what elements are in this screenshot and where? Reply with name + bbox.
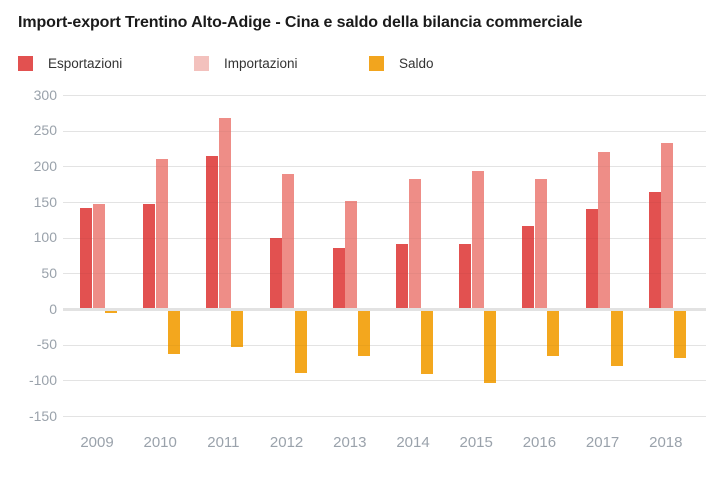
bar-saldo	[294, 309, 307, 374]
zero-axis-line	[63, 308, 706, 311]
bar-esportazioni	[206, 155, 219, 309]
grid-line	[63, 166, 706, 168]
x-axis-label: 2011	[207, 434, 240, 451]
legend: Esportazioni Importazioni Saldo	[0, 54, 714, 76]
x-axis-label: 2012	[269, 434, 304, 451]
bar-esportazioni	[80, 208, 92, 309]
bar-importazioni	[471, 170, 484, 309]
bar-importazioni	[218, 117, 231, 309]
grid-line	[63, 416, 706, 417]
legend-swatch-importazioni	[194, 56, 209, 71]
bar-saldo	[673, 309, 686, 359]
x-axis-label: 2018	[649, 434, 683, 451]
x-axis-label: 2014	[396, 434, 430, 451]
grid-line	[63, 380, 706, 382]
legend-swatch-saldo	[369, 56, 384, 71]
bar-importazioni	[598, 152, 611, 309]
bar-importazioni	[534, 178, 547, 309]
grid-line	[63, 202, 706, 203]
x-axis-label: 2016	[522, 434, 557, 451]
bar-esportazioni	[269, 237, 282, 309]
bar-saldo	[105, 309, 117, 314]
grid-line	[63, 130, 706, 132]
bar-saldo	[547, 309, 560, 357]
bar-saldo	[168, 309, 181, 354]
grid-line-overlay	[63, 273, 706, 274]
y-axis-label: 150	[33, 193, 57, 210]
grid-line	[63, 344, 706, 346]
grid-line-overlay	[63, 131, 706, 132]
bar-importazioni	[408, 179, 421, 309]
x-axis-label: 2015	[459, 434, 493, 451]
bar-importazioni	[282, 173, 295, 309]
bar-importazioni	[155, 159, 168, 309]
legend-label-esportazioni: Esportazioni	[48, 56, 123, 71]
grid-line-overlay	[63, 238, 706, 239]
y-axis-label: -100	[28, 371, 57, 388]
chart-title: Import-export Trentino Alto-Adige - Cina…	[18, 14, 583, 31]
bar-esportazioni	[459, 244, 472, 309]
grid-line-overlay	[63, 95, 706, 96]
bar-saldo	[357, 309, 370, 357]
legend-swatch-esportazioni	[18, 56, 33, 71]
legend-label-saldo: Saldo	[399, 56, 434, 71]
grid-line-overlay	[63, 345, 706, 346]
y-axis-label: 0	[49, 300, 57, 317]
grid-line-overlay	[63, 202, 706, 203]
y-axis-label: 300	[33, 86, 57, 103]
x-axis-label: 2010	[143, 434, 177, 451]
bar-esportazioni	[648, 192, 661, 309]
bar-esportazioni	[143, 204, 156, 309]
bar-importazioni	[92, 204, 105, 309]
legend-label-importazioni: Importazioni	[224, 56, 298, 71]
grid-line	[63, 237, 706, 239]
bar-saldo	[484, 309, 497, 383]
y-axis-label: -150	[28, 407, 57, 424]
grid-line	[63, 273, 706, 275]
bar-esportazioni	[522, 225, 535, 309]
x-axis-label: 2009	[80, 434, 114, 451]
bar-saldo	[421, 309, 433, 374]
bar-esportazioni	[585, 209, 598, 309]
bar-importazioni	[661, 142, 674, 309]
grid-line	[63, 95, 706, 96]
y-axis-label: 100	[33, 229, 57, 246]
bar-esportazioni	[396, 244, 408, 309]
y-axis-label: -50	[36, 336, 57, 353]
y-axis-label: 250	[33, 122, 57, 139]
x-axis-label: 2017	[585, 434, 620, 451]
x-axis-label: 2013	[333, 434, 367, 451]
grid-line-overlay	[63, 166, 706, 167]
grid-line-overlay	[63, 416, 706, 417]
bar-saldo	[231, 309, 244, 347]
y-axis-label: 200	[33, 157, 57, 174]
bar-saldo	[610, 309, 623, 367]
bar-esportazioni	[332, 248, 345, 309]
bar-importazioni	[345, 201, 358, 309]
y-axis-label: 50	[41, 264, 57, 281]
grid-line-overlay	[63, 380, 706, 381]
